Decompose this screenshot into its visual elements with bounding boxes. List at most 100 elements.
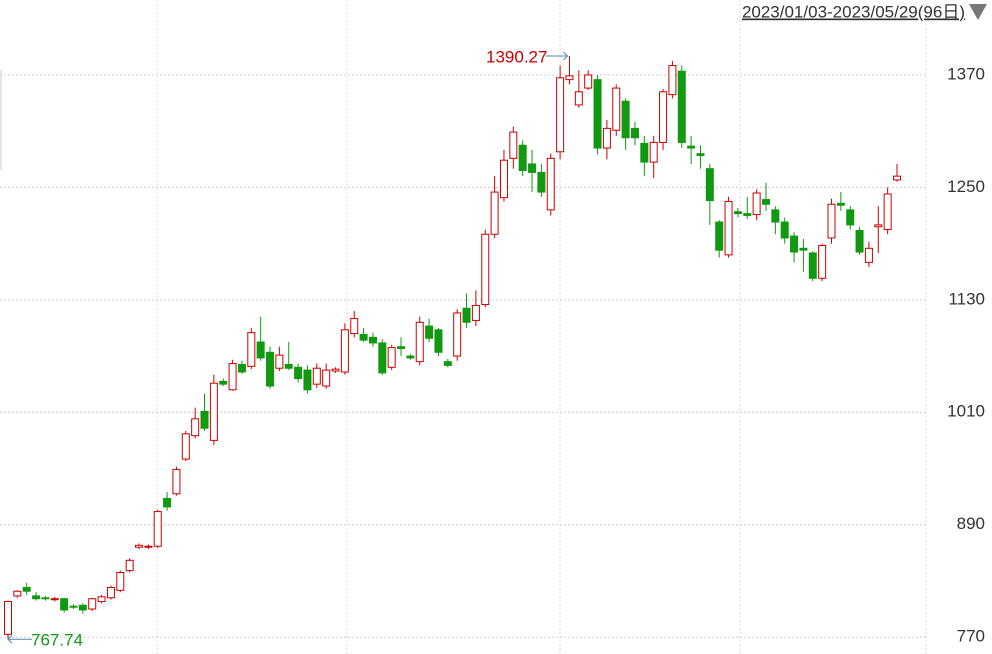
candle-body	[556, 77, 565, 153]
candle-body	[106, 586, 115, 599]
candle-body	[471, 304, 480, 321]
candle-body	[294, 366, 303, 380]
candle-body	[715, 221, 724, 251]
candle-body	[60, 598, 69, 611]
candle-body	[668, 65, 677, 96]
candle-body	[490, 191, 499, 235]
candle-body	[818, 244, 827, 279]
candle-body	[266, 351, 275, 387]
candle-body	[864, 247, 873, 263]
candle-body	[22, 586, 31, 592]
candle-body	[640, 142, 649, 163]
candle-body	[799, 247, 808, 251]
candle-body	[827, 203, 836, 239]
candle-body	[340, 329, 349, 373]
candle-body	[4, 601, 12, 635]
candle-body	[434, 329, 443, 353]
candle-body	[621, 100, 630, 139]
candle-body	[69, 605, 78, 608]
candle-body	[237, 363, 246, 373]
candle-body	[808, 252, 817, 279]
candle-body	[565, 75, 574, 81]
candle-body	[677, 70, 686, 143]
candle-body	[163, 497, 172, 508]
candle-body	[425, 325, 434, 339]
candle-body	[116, 571, 125, 591]
candle-body	[209, 382, 218, 441]
candle-body	[387, 347, 396, 368]
y-tick-label: 1370	[947, 64, 985, 83]
candle-body	[284, 363, 293, 369]
candle-body	[191, 418, 200, 437]
candle-body	[780, 221, 789, 239]
y-tick-label: 770	[957, 627, 985, 646]
candle-body	[752, 192, 761, 216]
candle-body	[443, 361, 452, 366]
high-label: 1390.27	[486, 47, 547, 66]
candle-body	[893, 175, 901, 181]
candle-body	[247, 332, 256, 367]
candle-body	[659, 91, 668, 143]
chart-title[interactable]: 2023/01/03-2023/05/29(96日)	[742, 2, 965, 21]
candle-body	[181, 433, 190, 460]
candle-body	[743, 213, 752, 217]
candle-body	[602, 127, 611, 149]
candle-body	[41, 597, 50, 600]
candle-body	[612, 87, 621, 131]
candle-body	[462, 307, 471, 323]
candle-body	[88, 598, 97, 610]
candle-body	[453, 312, 462, 357]
month-grid	[156, 0, 927, 654]
y-tick-label: 1130	[948, 289, 985, 308]
low-pointer	[7, 634, 32, 644]
candle-body	[368, 336, 377, 344]
candle-body	[574, 91, 583, 106]
candle-body	[649, 141, 658, 163]
candle-body	[790, 235, 799, 253]
candle-body	[125, 559, 134, 572]
candle-body	[312, 367, 321, 385]
candle-body	[172, 468, 181, 495]
candle-body	[883, 193, 892, 231]
candle-body	[705, 168, 714, 202]
candle-body	[322, 369, 331, 387]
candle-body	[275, 354, 284, 369]
candle-body	[32, 595, 41, 600]
candle-body	[406, 355, 415, 359]
candle-body	[855, 229, 864, 253]
candle-body	[350, 318, 359, 335]
y-tick-label: 1010	[947, 402, 985, 421]
candle-body	[331, 368, 340, 372]
candle-body	[415, 321, 424, 363]
y-tick-label: 1250	[947, 177, 985, 196]
candle-body	[836, 202, 845, 206]
candle-body	[584, 74, 593, 89]
candle-body	[518, 144, 527, 172]
candle-body	[509, 131, 518, 159]
candle-body	[135, 544, 144, 548]
candle-body	[687, 145, 696, 149]
candle-body	[228, 363, 237, 391]
candle-body	[153, 511, 162, 547]
candle-body	[499, 159, 508, 199]
candle-body	[546, 157, 555, 211]
candle-body	[13, 590, 22, 597]
candle-body	[359, 333, 368, 341]
candle-body	[219, 380, 228, 385]
dropdown-arrow[interactable]	[969, 4, 987, 20]
candle-body	[200, 410, 209, 429]
candle-body	[78, 604, 87, 611]
candle-body	[481, 233, 490, 306]
candle-body	[50, 598, 59, 601]
candle-body	[733, 211, 742, 215]
candle-body	[771, 209, 780, 223]
candle-body	[303, 369, 312, 391]
candle-body	[724, 200, 733, 256]
candle-body	[537, 171, 546, 193]
candle-body	[256, 341, 265, 359]
candle-body	[528, 163, 537, 173]
candle-body	[593, 79, 602, 149]
candle-body	[397, 346, 406, 350]
